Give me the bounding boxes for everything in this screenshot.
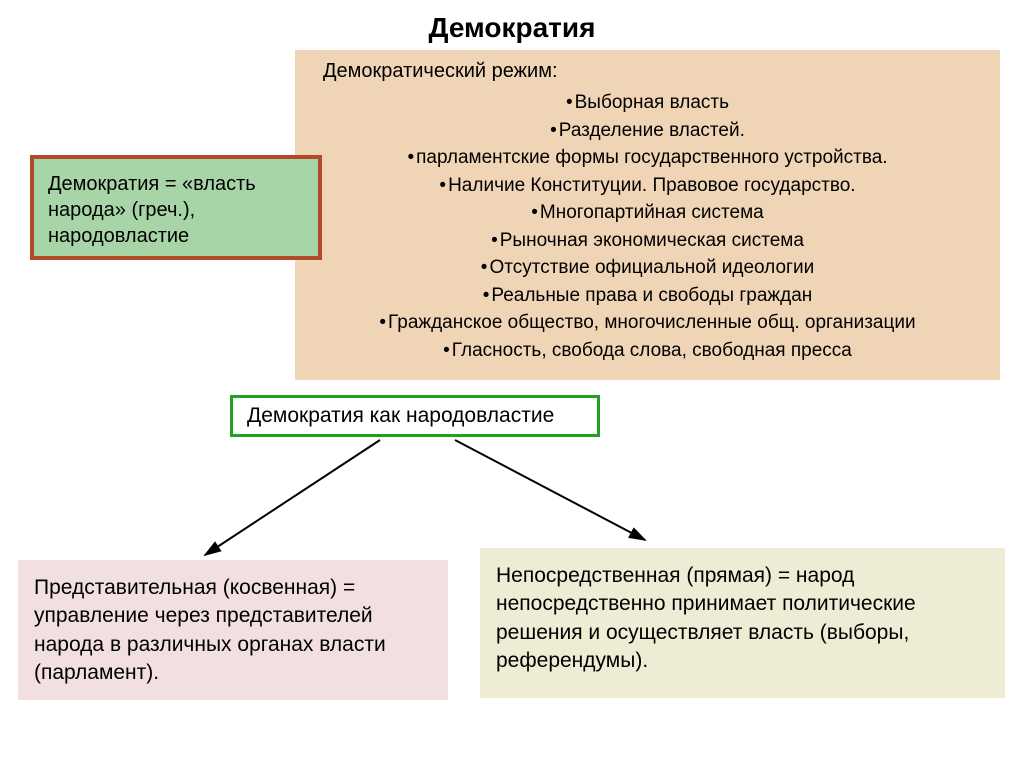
regime-item: парламентские формы государственного уст… — [315, 144, 980, 172]
page-title: Демократия — [0, 12, 1024, 44]
regime-item: Отсутствие официальной идеологии — [315, 254, 980, 282]
branch-left-box: Представительная (косвенная) = управлени… — [18, 560, 448, 700]
regime-item: Наличие Конституции. Правовое государств… — [315, 172, 980, 200]
regime-item: Выборная власть — [315, 89, 980, 117]
arrow-left — [205, 440, 380, 555]
regime-heading: Демократический режим: — [315, 60, 980, 83]
regime-item: Многопартийная система — [315, 199, 980, 227]
regime-item: Гражданское общество, многочисленные общ… — [315, 309, 980, 337]
center-box: Демократия как народовластие — [230, 395, 600, 437]
regime-box: Демократический режим: Выборная власть Р… — [295, 50, 1000, 380]
definition-box: Демократия = «власть народа» (греч.), на… — [30, 155, 322, 260]
branch-right-box: Непосредственная (прямая) = народ непоср… — [480, 548, 1005, 698]
regime-item: Разделение властей. — [315, 117, 980, 145]
arrow-right — [455, 440, 645, 540]
regime-item: Рыночная экономическая система — [315, 227, 980, 255]
regime-item: Гласность, свобода слова, свободная прес… — [315, 337, 980, 365]
regime-list: Выборная власть Разделение властей. парл… — [315, 89, 980, 364]
regime-item: Реальные права и свободы граждан — [315, 282, 980, 310]
